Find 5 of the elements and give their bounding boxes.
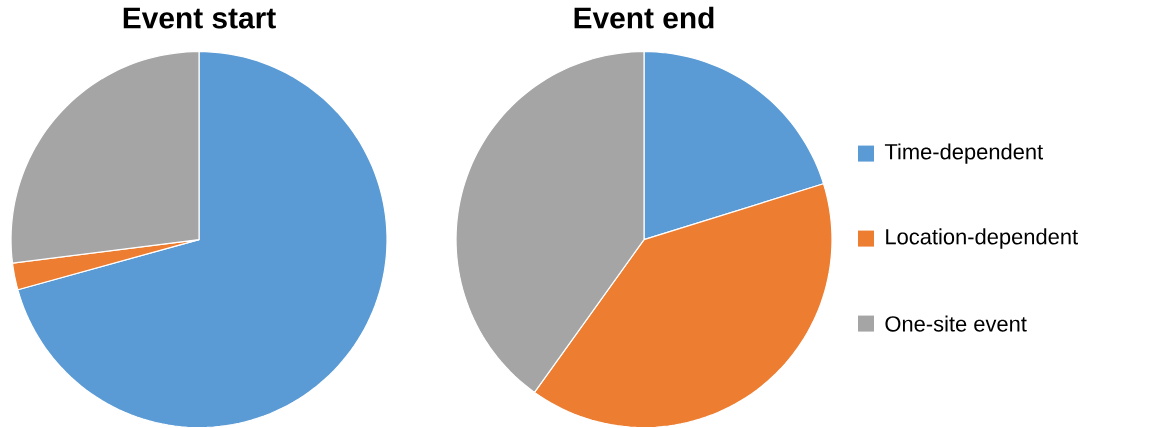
legend-label: Time-dependent — [884, 143, 1044, 164]
legend-label: One-site event — [885, 315, 1027, 332]
legend-label: Location-dependent — [886, 228, 1078, 249]
chart-title: Event start — [123, 7, 276, 29]
chart-title: Event end — [574, 6, 714, 29]
